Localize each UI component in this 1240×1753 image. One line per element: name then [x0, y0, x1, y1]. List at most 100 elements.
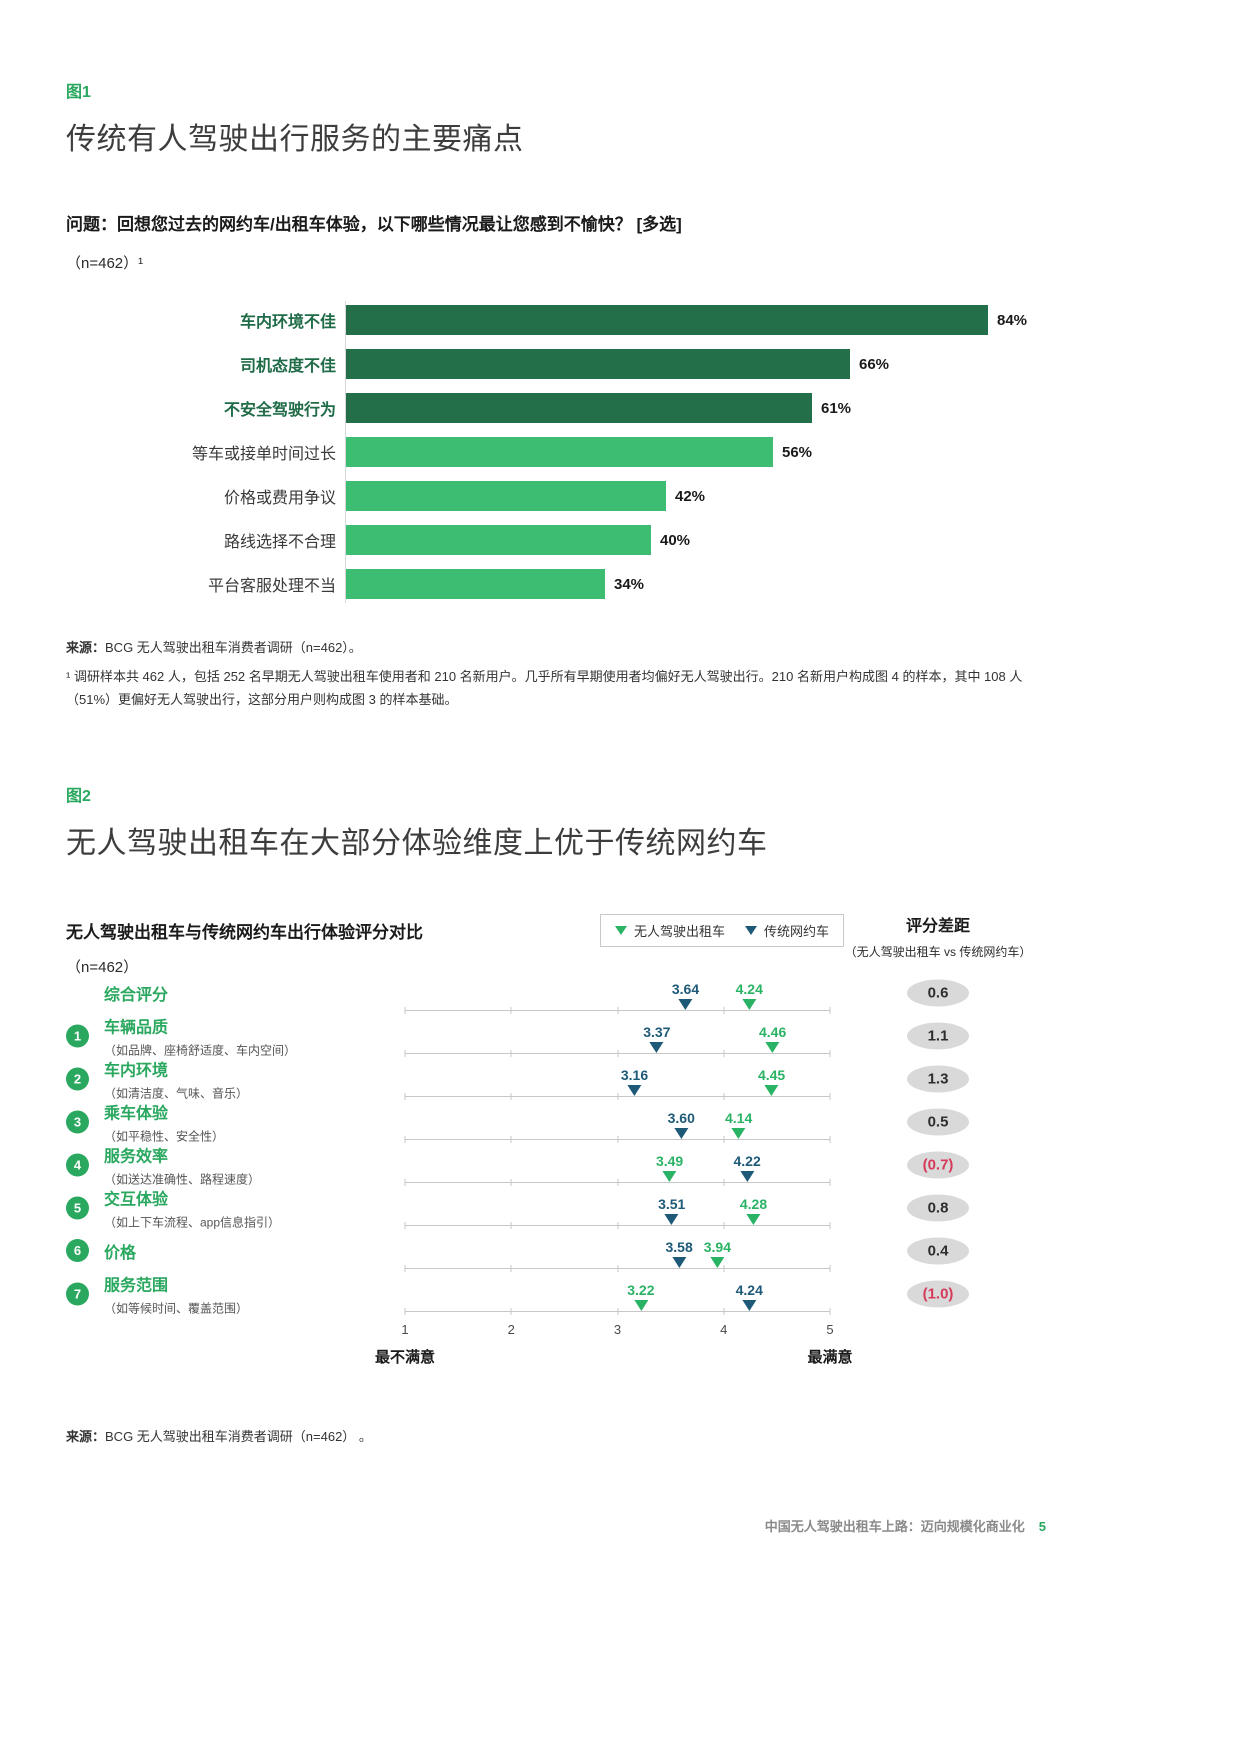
triangle-down-icon	[765, 1041, 780, 1053]
scale-tick	[617, 1307, 618, 1315]
dimension-subtitle: （如清洁度、气味、音乐）	[104, 1086, 249, 1100]
gap-header-title: 评分差距	[905, 917, 970, 935]
dimension-text: 交互体验 （如上下车流程、app信息指引）	[104, 1185, 280, 1230]
scale-tick	[723, 1049, 725, 1057]
bar-category-label: 等车或接单时间过长	[191, 446, 336, 463]
dimension-number-badge: 5	[66, 1196, 89, 1219]
traditional-marker: 3.60	[668, 1110, 695, 1139]
gap-cell: 0.4	[830, 1237, 1046, 1264]
source-text-2: BCG 无人驾驶出租车消费者调研（n=462） 。	[105, 1428, 372, 1444]
dimension-label: 综合评分	[66, 981, 396, 1005]
figure-1-footnote: ¹ 调研样本共 462 人，包括 252 名早期无人驾驶出租车使用者和 210 …	[66, 669, 1023, 707]
dimension-title: 服务效率	[104, 1148, 169, 1165]
rating-row: 1 车辆品质 （如品牌、座椅舒适度、车内空间） 4.46 3.37 1.1	[66, 1015, 1046, 1058]
rating-scale: 4.46 3.37	[404, 1015, 831, 1058]
bar-category-label: 车内环境不佳	[239, 314, 336, 331]
traditional-score: 3.64	[671, 980, 700, 997]
scale-tick	[723, 1307, 725, 1315]
survey-question: 问题：回想您过去的网约车/出租车体验，以下哪些情况最让您感到不愉快？ [多选]	[66, 215, 682, 234]
scale-tick	[617, 1092, 618, 1100]
figure-2-tag: 图2	[66, 787, 91, 805]
dimension-label: 2 车内环境 （如清洁度、气味、音乐）	[66, 1056, 396, 1101]
scale-tick	[404, 1092, 406, 1100]
bar-category-label: 司机态度不佳	[239, 358, 336, 375]
gap-badge: (1.0)	[907, 1280, 969, 1307]
gap-header-subtitle: （无人驾驶出租车 vs 传统网约车）	[844, 944, 1032, 959]
traditional-score: 3.16	[620, 1066, 649, 1083]
scale-tick	[829, 1092, 831, 1100]
scale-tick	[723, 1092, 725, 1100]
triangle-down-icon	[746, 1213, 761, 1225]
figure-2-header: 无人驾驶出租车与传统网约车出行体验评分对比 （n=462） 无人驾驶出租车 传统…	[66, 913, 1046, 976]
axis-tick-label: 2	[507, 1321, 515, 1337]
scale-tick	[829, 1178, 831, 1186]
pain-points-bars: 车内环境不佳 84% 司机态度不佳 66% 不安全驾驶行为 61% 等车或接单时间过长 56%…	[66, 305, 1046, 599]
traditional-score: 4.24	[735, 1281, 763, 1298]
scale-tick	[617, 1221, 618, 1229]
bar-category-label: 价格或费用争议	[223, 490, 336, 507]
scale-tick	[510, 1178, 512, 1186]
rating-scale: 4.24 3.64	[404, 972, 831, 1015]
dimension-label: 5 交互体验 （如上下车流程、app信息指引）	[66, 1185, 396, 1230]
source-text: BCG 无人驾驶出租车消费者调研（n=462）。	[105, 640, 362, 655]
rating-row: 2 车内环境 （如清洁度、气味、音乐） 4.45 3.16 1.3	[66, 1058, 1046, 1101]
traditional-marker: 3.37	[643, 1024, 670, 1053]
scale-tick	[404, 1178, 406, 1186]
bar-segment	[345, 569, 605, 599]
bar-value-label: 34%	[614, 575, 645, 593]
scale-tick	[617, 1049, 618, 1057]
axis-tick-label: 5	[826, 1321, 834, 1337]
scale-tick	[404, 1264, 406, 1272]
dimension-title: 价格	[104, 1244, 137, 1262]
triangle-down-icon	[662, 1170, 677, 1182]
dimension-text: 车辆品质 （如品牌、座椅舒适度、车内空间）	[104, 1013, 296, 1058]
page-content: 图1 传统有人驾驶出行服务的主要痛点 问题：回想您过去的网约车/出租车体验，以下…	[66, 78, 1046, 1445]
dimension-number-badge: 7	[66, 1282, 89, 1305]
scale-tick	[723, 1178, 725, 1186]
triangle-down-icon	[678, 998, 693, 1010]
dimension-subtitle: （如等候时间、覆盖范围）	[104, 1301, 249, 1315]
rating-scale: 4.28 3.51	[404, 1187, 831, 1230]
scale-tick	[617, 1006, 618, 1014]
figure-1-tag: 图1	[66, 84, 91, 101]
robotaxi-score: 3.49	[655, 1152, 684, 1169]
dimension-text: 服务范围 （如等候时间、覆盖范围）	[104, 1271, 248, 1316]
dimension-label: 1 车辆品质 （如品牌、座椅舒适度、车内空间）	[66, 1013, 396, 1058]
dimension-title: 服务范围	[104, 1277, 169, 1294]
bar-track: 56%	[345, 437, 1046, 467]
bar-category-label: 不安全驾驶行为	[223, 402, 336, 419]
triangle-down-icon	[764, 1084, 779, 1096]
legend-label-traditional: 传统网约车	[764, 923, 830, 939]
dimension-number-slot: 2	[66, 1067, 104, 1090]
figure-2-title: 无人驾驶出租车在大部分体验维度上优于传统网约车	[66, 826, 768, 860]
traditional-marker: 4.24	[736, 1282, 763, 1311]
robotaxi-score: 4.24	[735, 980, 763, 997]
rating-row: 综合评分 4.24 3.64 0.6	[66, 972, 1046, 1015]
gap-cell: 0.6	[830, 979, 1046, 1006]
chart-legend: 无人驾驶出租车 传统网约车	[600, 913, 845, 947]
bar-track: 84%	[345, 305, 1046, 335]
rating-scale: 3.22 4.24	[404, 1273, 831, 1316]
bar-category-label: 路线选择不合理	[223, 534, 336, 551]
source-label: 来源：	[66, 640, 106, 655]
rating-chart-subtitle: 无人驾驶出租车与传统网约车出行体验评分对比	[66, 922, 423, 942]
axis-min-label: 最不满意	[374, 1348, 436, 1366]
traditional-score: 3.60	[667, 1109, 695, 1126]
triangle-down-icon	[664, 1213, 679, 1225]
rating-scale: 3.94 3.58	[404, 1230, 831, 1273]
triangle-down-icon	[710, 1256, 725, 1268]
rating-row: 7 服务范围 （如等候时间、覆盖范围） 3.22 4.24 (1.0)	[66, 1273, 1046, 1316]
traditional-marker: 3.51	[658, 1196, 685, 1225]
footer-report-title: 中国无人驾驶出租车上路：迈向规模化商业化	[764, 1519, 1025, 1534]
rating-scale: 4.45 3.16	[404, 1058, 831, 1101]
robotaxi-score: 4.46	[759, 1023, 787, 1040]
gap-badge: 0.8	[907, 1194, 969, 1221]
robotaxi-score: 4.14	[725, 1109, 753, 1126]
dimension-subtitle: （如平稳性、安全性）	[104, 1129, 225, 1143]
bar-track: 66%	[345, 349, 1046, 379]
bar-segment	[345, 437, 773, 467]
legend-item-robotaxi: 无人驾驶出租车	[615, 921, 725, 940]
bar-track: 34%	[345, 569, 1046, 599]
scale-tick	[723, 1135, 725, 1143]
dimension-number-badge: 6	[66, 1239, 89, 1262]
